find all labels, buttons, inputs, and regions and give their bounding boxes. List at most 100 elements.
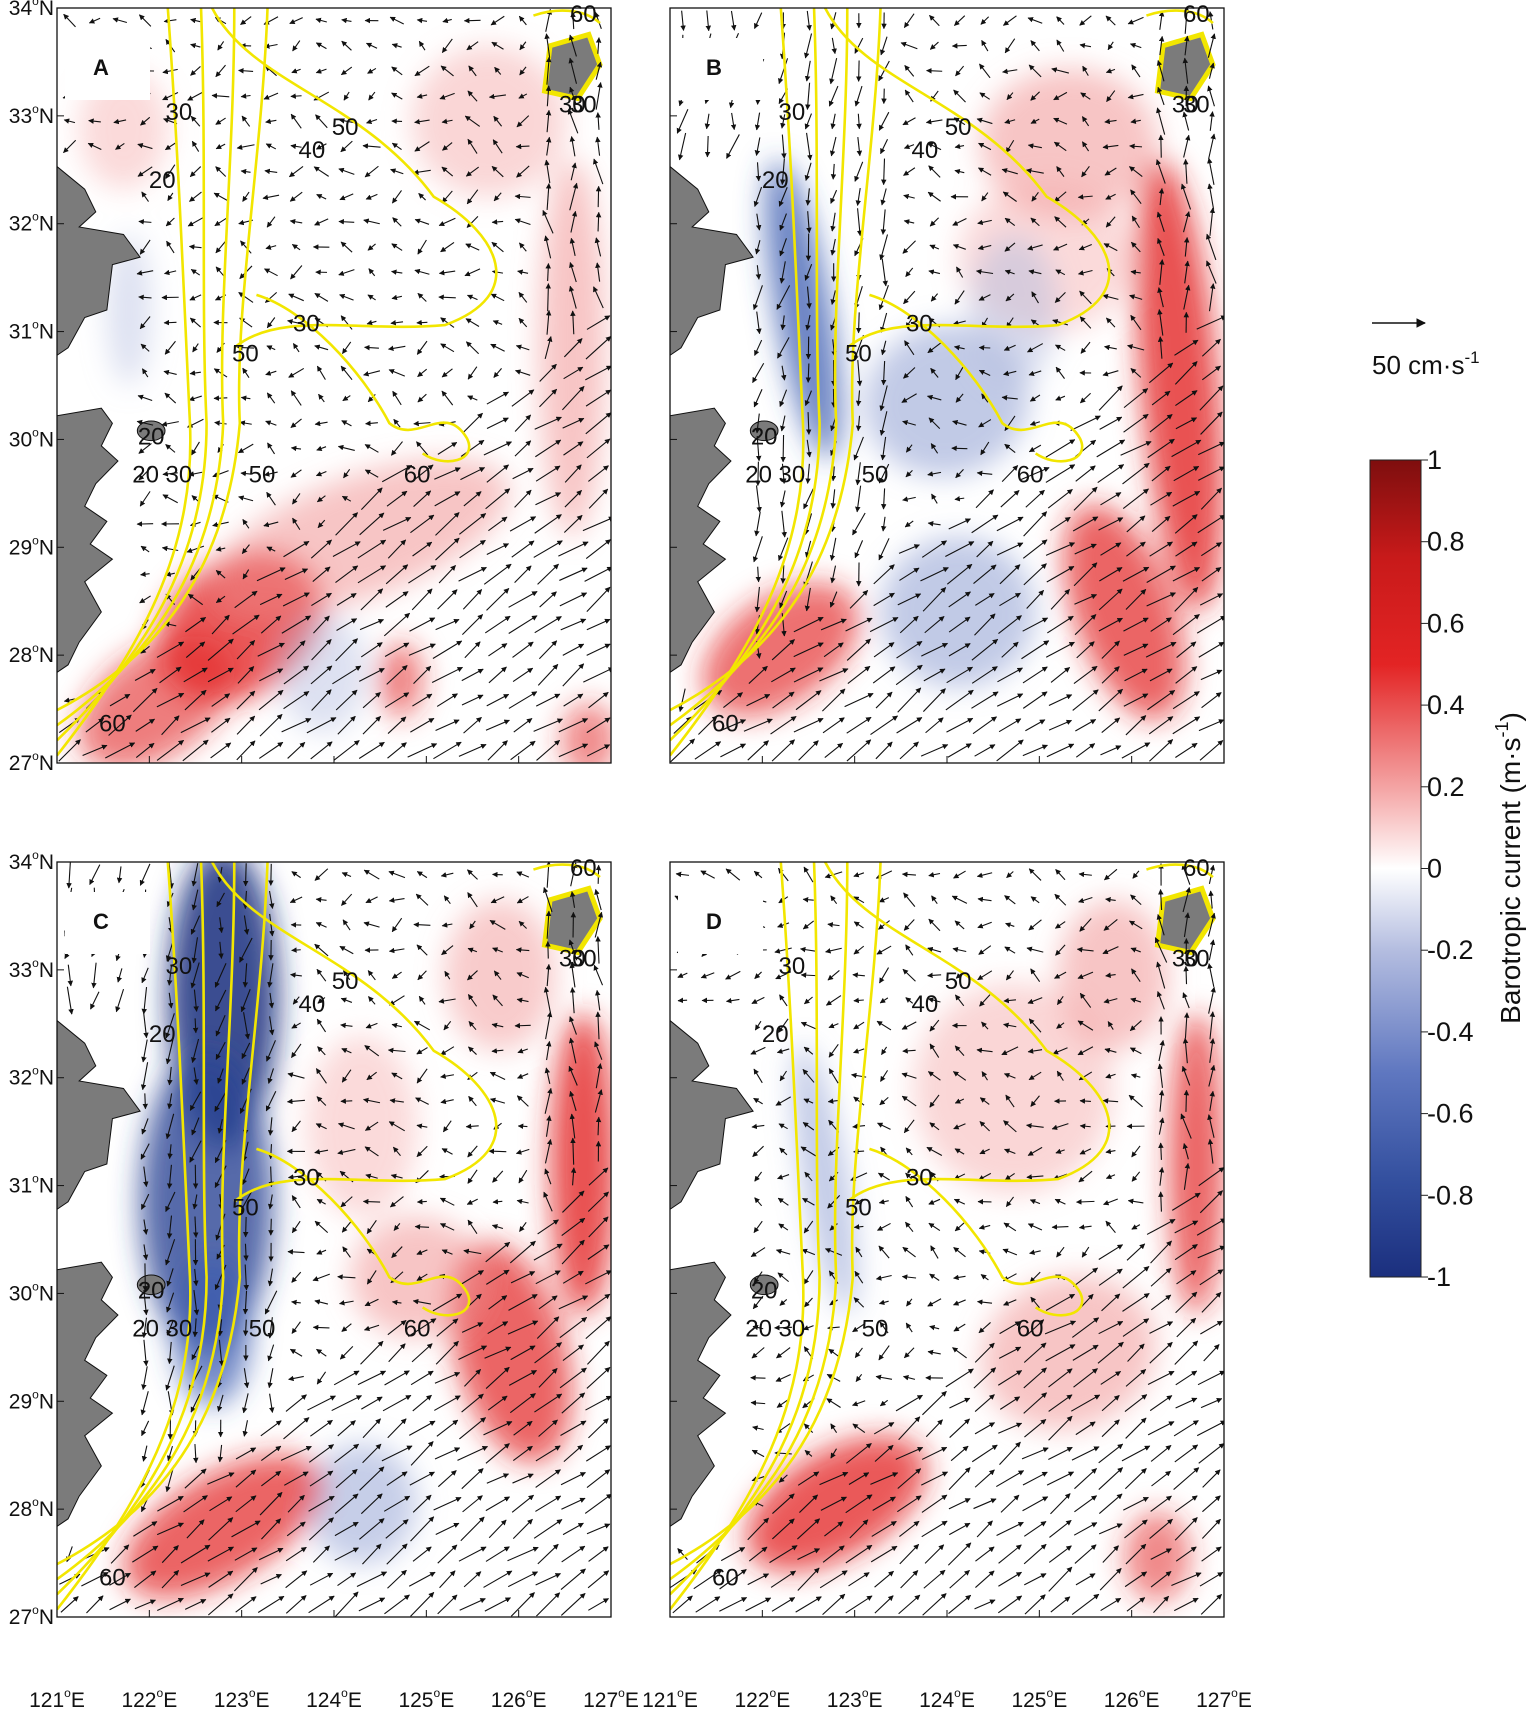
velocity-arrow	[340, 241, 353, 253]
velocity-arrow	[238, 495, 254, 502]
contour-label: 50	[945, 968, 972, 995]
tick-label: 32oN	[9, 1064, 54, 1090]
velocity-arrow	[215, 166, 227, 177]
velocity-arrow	[215, 143, 226, 150]
velocity-arrow	[242, 191, 250, 202]
contour-label: 30	[779, 1315, 806, 1342]
velocity-arrow	[539, 591, 557, 608]
velocity-arrow	[488, 516, 508, 532]
velocity-arrow	[413, 169, 431, 175]
velocity-arrow	[431, 666, 463, 684]
velocity-arrow	[161, 421, 179, 427]
contour-label: 30	[570, 945, 597, 972]
velocity-arrow	[440, 241, 455, 253]
contour-label: 30	[1183, 945, 1210, 972]
velocity-arrow	[241, 115, 251, 127]
velocity-arrow	[156, 692, 185, 708]
velocity-arrow	[214, 217, 227, 227]
velocity-arrow	[314, 292, 329, 302]
velocity-arrow	[568, 34, 577, 57]
velocity-arrow	[213, 368, 228, 378]
tick-label: 121oE	[29, 1686, 85, 1712]
velocity-arrow	[514, 489, 532, 508]
velocity-arrow	[339, 293, 354, 301]
tick-label: 127oE	[1196, 1686, 1252, 1712]
velocity-arrow	[467, 138, 478, 154]
velocity-arrow	[264, 268, 278, 277]
velocity-arrow	[341, 341, 352, 355]
velocity-arrow	[391, 269, 403, 275]
velocity-arrow	[385, 564, 409, 585]
velocity-arrow	[389, 16, 404, 25]
contour-label: 20	[149, 167, 176, 194]
velocity-arrow	[63, 118, 76, 124]
velocity-arrow	[491, 41, 504, 50]
velocity-arrow	[290, 113, 302, 129]
tick-label: 33oN	[9, 102, 54, 128]
velocity-arrow	[310, 741, 333, 760]
velocity-arrow	[357, 565, 387, 584]
contour-label: 60	[404, 461, 431, 488]
velocity-arrow	[563, 366, 584, 380]
velocity-arrow	[392, 390, 402, 406]
velocity-arrow	[493, 192, 502, 202]
velocity-arrow	[360, 642, 383, 658]
velocity-arrow	[360, 487, 383, 511]
colorbar-gradient	[1369, 459, 1422, 1278]
velocity-arrow	[290, 418, 302, 428]
velocity-arrow	[492, 320, 503, 326]
velocity-arrow	[413, 420, 431, 427]
velocity-arrow	[432, 640, 463, 659]
velocity-arrow	[314, 218, 329, 226]
velocity-arrow	[408, 643, 436, 656]
velocity-arrow	[545, 136, 552, 156]
current-patch	[1124, 1511, 1191, 1602]
colorbar-tick-label: -0.6	[1427, 1099, 1474, 1129]
velocity-arrow	[339, 193, 354, 201]
velocity-arrow	[512, 667, 534, 683]
contour-label: 30	[293, 310, 320, 337]
velocity-arrow	[132, 687, 158, 713]
tick-label: 29oN	[9, 533, 54, 559]
velocity-arrow	[365, 420, 378, 427]
velocity-arrow	[435, 618, 460, 631]
colorbar: 1 0.8 0.6 0.4 0.2 0 -0.2 -0.4 -0.6 -0.8 -1 Barotro…	[1369, 445, 1526, 1292]
velocity-arrow	[518, 242, 527, 252]
velocity-arrow	[515, 344, 530, 351]
velocity-arrow	[258, 689, 284, 711]
velocity-arrow	[363, 370, 381, 377]
current-patch	[444, 899, 556, 1051]
velocity-arrow	[491, 241, 504, 253]
velocity-arrow	[290, 143, 302, 150]
velocity-arrow	[340, 66, 353, 76]
velocity-arrow	[704, 135, 711, 158]
velocity-arrow	[466, 41, 479, 51]
tick-label: 124oE	[306, 1686, 362, 1712]
tick-label: 30oN	[9, 1279, 54, 1305]
velocity-arrow	[263, 92, 279, 100]
velocity-arrow	[192, 1018, 199, 1034]
velocity-arrow	[190, 43, 201, 49]
velocity-arrow	[514, 193, 531, 200]
velocity-arrow	[417, 239, 427, 255]
velocity-arrow	[513, 718, 533, 733]
velocity-arrow	[1051, 1224, 1069, 1230]
velocity-arrow	[442, 142, 453, 151]
velocity-arrow	[383, 612, 411, 637]
velocity-arrow	[215, 240, 226, 254]
velocity-arrow	[358, 741, 385, 759]
velocity-arrow	[564, 464, 582, 483]
velocity-arrow	[265, 118, 277, 125]
velocity-arrow	[433, 741, 462, 760]
velocity-arrow	[188, 244, 202, 250]
velocity-arrow	[283, 540, 310, 558]
velocity-arrow	[569, 182, 579, 211]
velocity-arrow	[240, 470, 251, 477]
velocity-arrow	[569, 237, 576, 256]
velocity-arrow	[466, 189, 479, 205]
velocity-arrow	[187, 217, 204, 227]
contour-label: 20	[138, 424, 165, 451]
velocity-arrow	[391, 243, 403, 251]
